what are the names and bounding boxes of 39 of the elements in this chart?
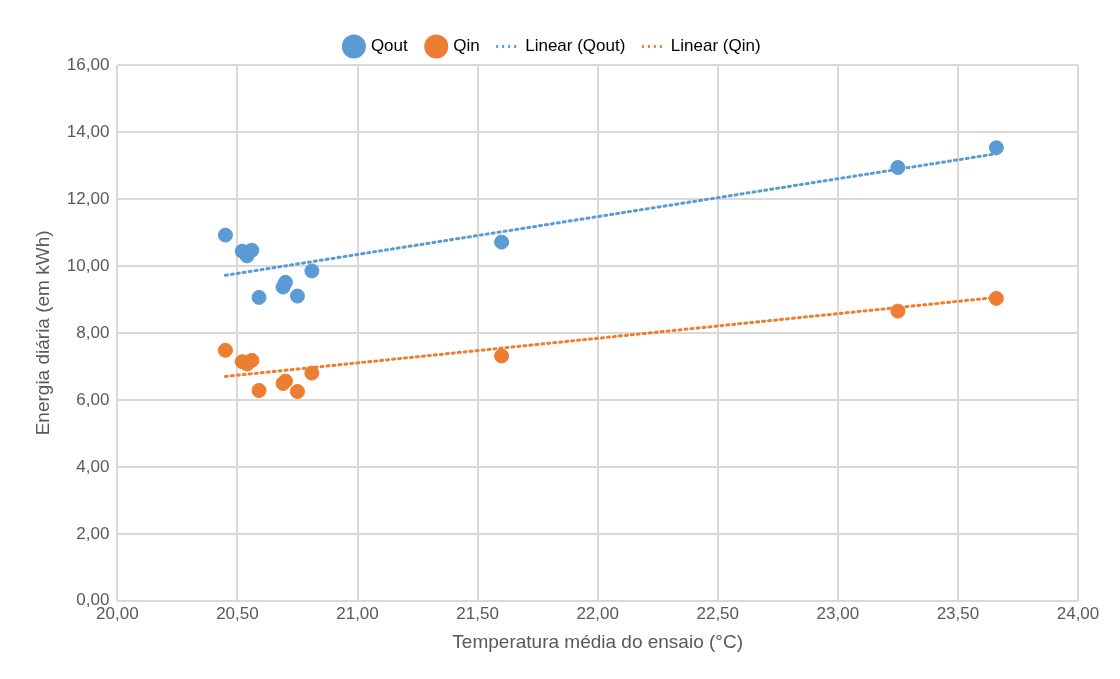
point	[289, 288, 305, 304]
y-tick-label: 4,00	[76, 456, 110, 476]
x-tick-label: 23,00	[816, 603, 860, 623]
legend-label: Qout	[370, 36, 409, 56]
point	[251, 289, 267, 305]
x-tick-label: 20,50	[216, 603, 259, 623]
point	[988, 290, 1004, 306]
legend-label: Linear (Qin)	[670, 36, 761, 56]
x-tick-label: 24,00	[1056, 603, 1100, 623]
x-tick-label: 22,00	[576, 603, 619, 623]
point	[988, 140, 1004, 156]
x-tick-label: 22,50	[696, 603, 740, 623]
y-axis-title: Energia diária (em kWh)	[31, 230, 53, 436]
point	[289, 384, 305, 399]
x-tick-label: 21,00	[336, 603, 379, 623]
legend-label: Linear (Qout)	[525, 36, 626, 56]
legend-label: Qin	[453, 36, 480, 56]
y-tick-label: 2,00	[76, 523, 110, 543]
point	[251, 383, 267, 398]
point	[244, 242, 260, 258]
x-tick-label: 21,50	[456, 603, 499, 623]
y-tick-label: 8,00	[76, 322, 110, 342]
y-tick-label: 14,00	[66, 121, 110, 141]
y-tick-label: 16,00	[66, 54, 110, 74]
point	[244, 352, 260, 368]
point	[304, 263, 320, 279]
point	[494, 348, 510, 364]
point	[217, 227, 233, 243]
point	[890, 159, 906, 175]
y-tick-label: 10,00	[66, 255, 110, 275]
point	[890, 303, 906, 319]
point	[304, 365, 320, 381]
x-tick-label: 23,50	[936, 603, 980, 623]
point	[217, 342, 233, 358]
point	[277, 274, 293, 290]
y-tick-label: 6,00	[76, 389, 110, 409]
y-tick-label: 12,00	[66, 188, 110, 208]
x-axis-title: Temperatura média do ensaio (°C)	[452, 630, 743, 652]
point	[494, 234, 510, 250]
